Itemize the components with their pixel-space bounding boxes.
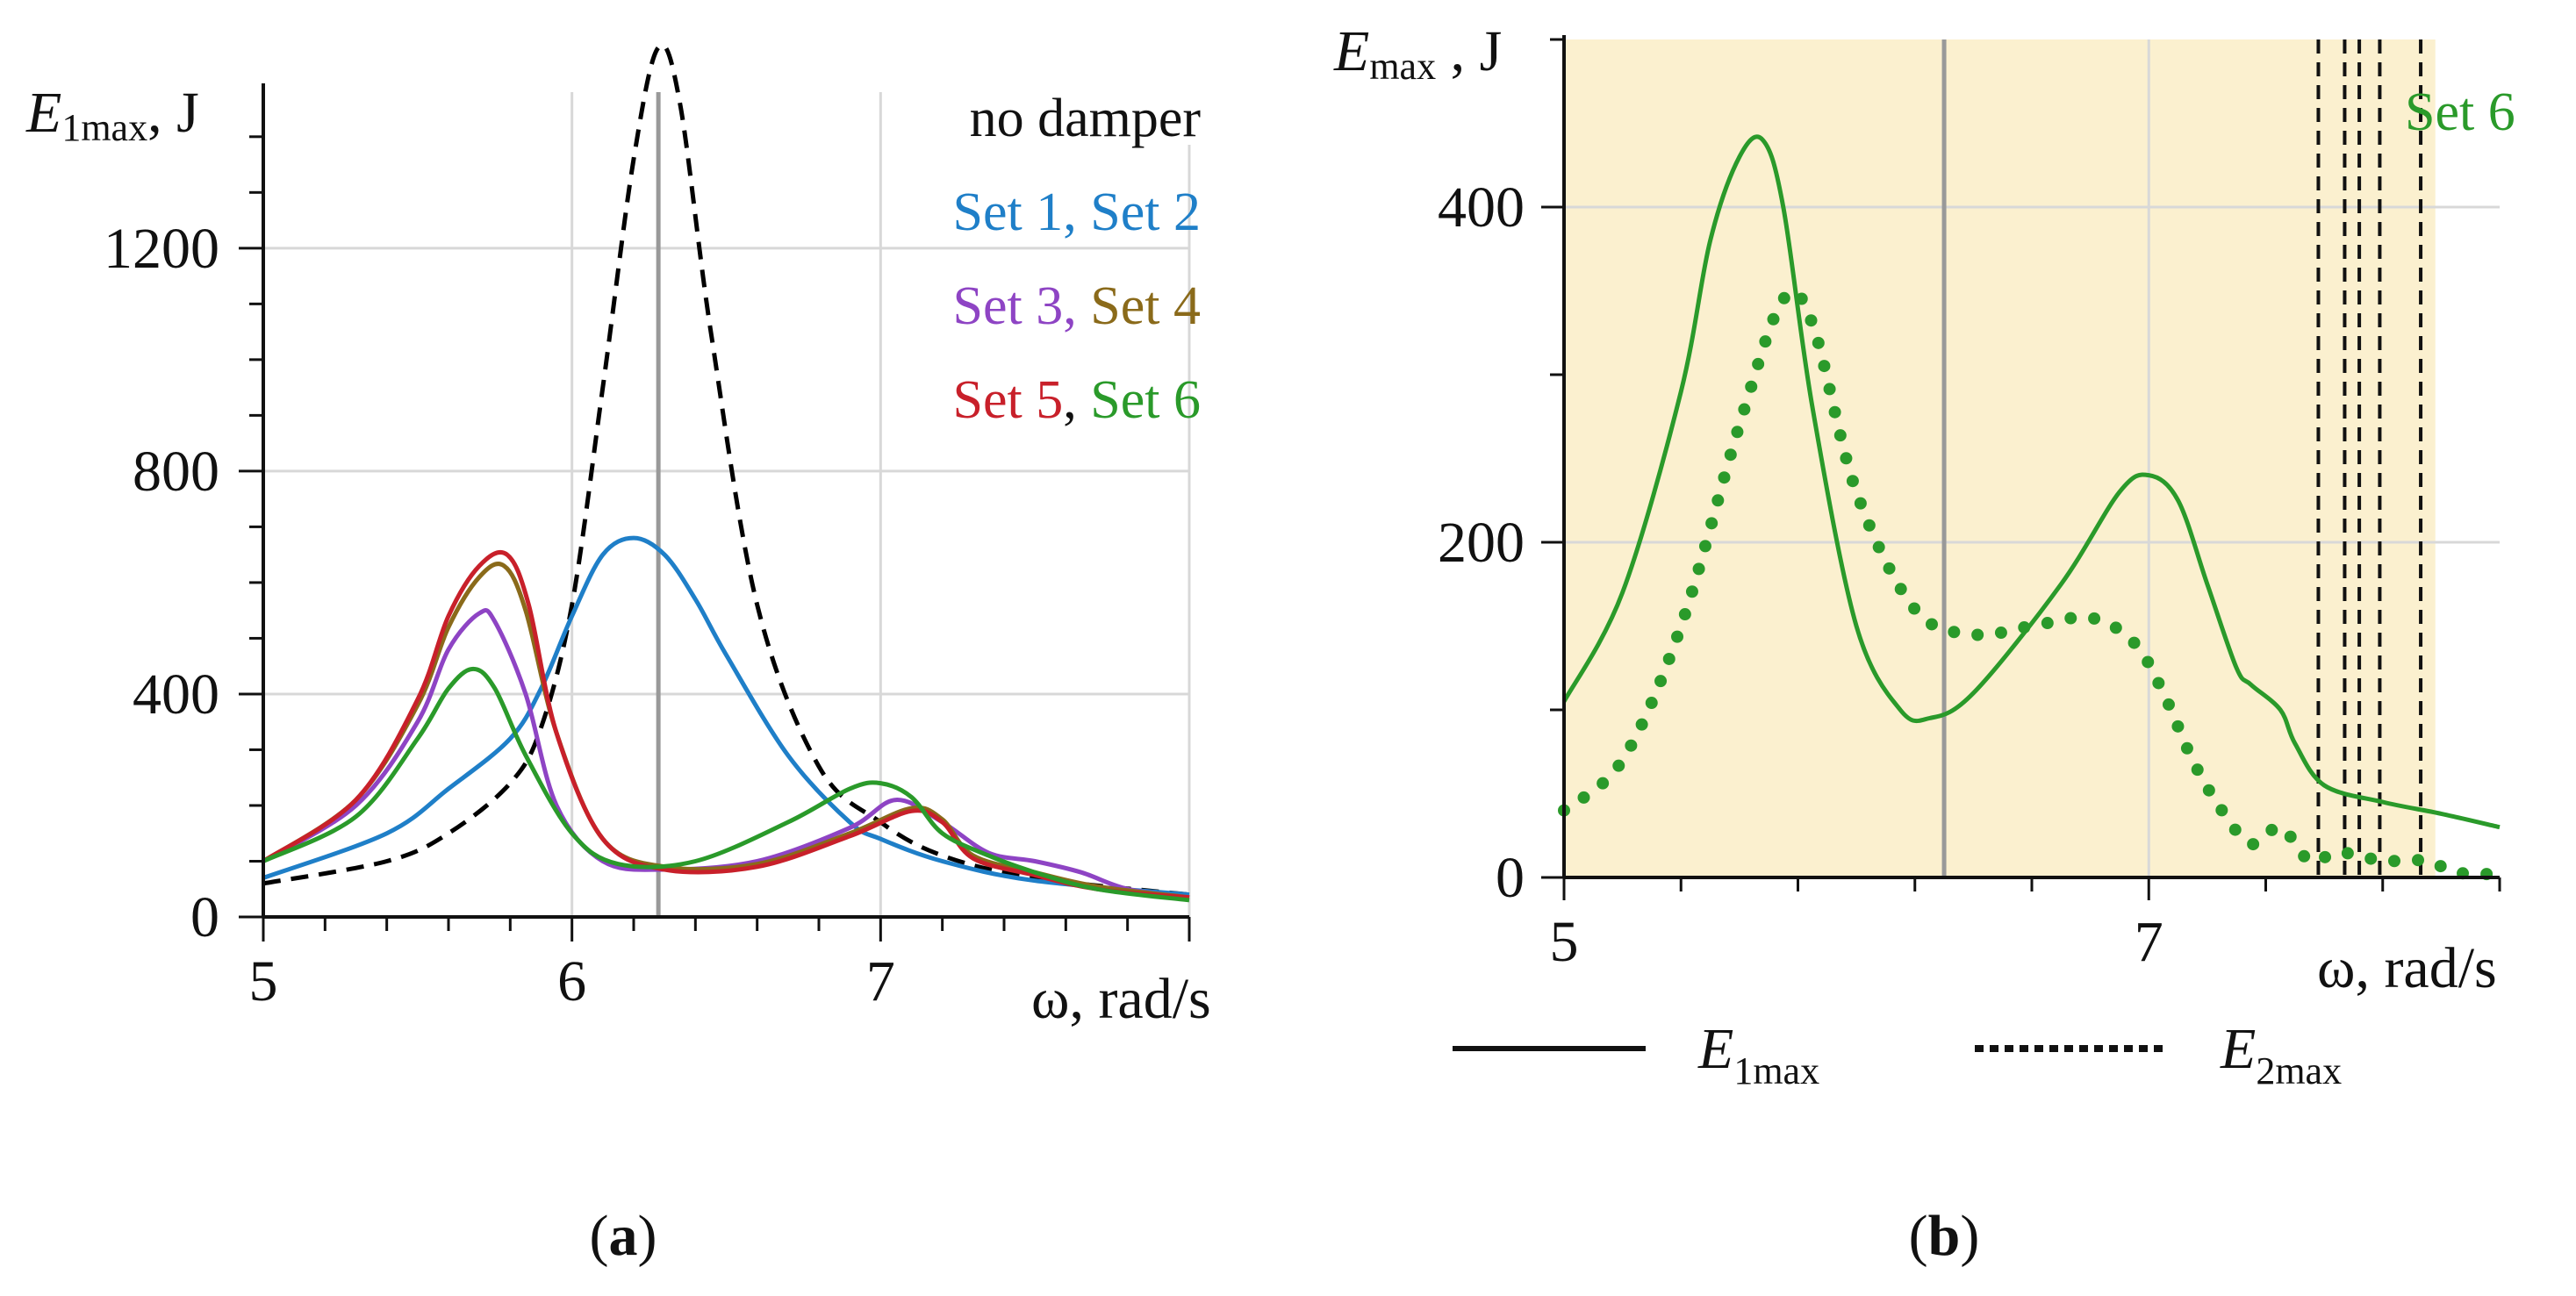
- chart-a-legend-entry: no damper: [970, 89, 1202, 148]
- chart-b-y-axis-label: Emax , J: [1333, 19, 1502, 88]
- chart-a-axes: [262, 83, 1189, 919]
- series-line-set-5: [262, 549, 1190, 900]
- chart-a-grid: [263, 92, 1191, 917]
- chart-b-y-tick-label: 400: [1438, 175, 1525, 240]
- chart-b-legend: E1max E2max: [1453, 1017, 2342, 1092]
- chart-a-ticks: 5 6 7 0 400 800 1200: [104, 135, 1191, 1013]
- chart-a-legend-entry: Set 3, Set 4: [953, 276, 1201, 336]
- chart-b-legend-label: E2max: [2220, 1017, 2342, 1092]
- chart-b-x-tick-label: 7: [2135, 910, 2163, 974]
- chart-b-series: [1558, 134, 2506, 881]
- chart-a-x-tick-label: 6: [557, 949, 586, 1013]
- caption-b: (b): [1909, 1204, 1980, 1268]
- chart-a-legend-entry: Set 1, Set 2: [953, 183, 1201, 242]
- chart-b-x-tick-label: 5: [1550, 910, 1579, 974]
- chart-a-x-tick-label: 5: [249, 949, 278, 1013]
- series-line-e1max: [1561, 134, 2501, 830]
- chart-a-y-tick-label: 400: [133, 662, 219, 727]
- chart-b-y-tick-label: 0: [1496, 846, 1525, 910]
- chart-b-ticks: 5 7 0 200 400: [1438, 38, 2501, 974]
- chart-b-annotation-set6: Set 6: [2405, 82, 2515, 142]
- caption-a: (a): [590, 1204, 657, 1268]
- chart-b-dashed-verticals: [2316, 39, 2423, 877]
- chart-a-y-tick-label: 0: [190, 885, 219, 949]
- series-line-e2max: [1558, 285, 2506, 881]
- chart-a-x-axis-label: ω, rad/s: [1031, 967, 1211, 1031]
- chart-b-legend-entry: E2max: [1975, 1017, 2342, 1092]
- chart-b-x-axis-label: ω, rad/s: [2317, 936, 2497, 1000]
- chart-panel-a: 5 6 7 0 400 800 1200 E1max, J ω, rad/s no damp…: [25, 43, 1211, 1268]
- chart-b-y-tick-label: 200: [1438, 511, 1525, 575]
- chart-a-y-axis-label: E1max, J: [25, 81, 199, 149]
- chart-a-y-tick-label: 800: [133, 440, 219, 504]
- chart-a-legend: no damper Set 1, Set 2 Set 3, Set 4 Set 5, …: [953, 89, 1202, 430]
- chart-b-legend-entry: E1max: [1453, 1017, 1819, 1092]
- chart-b-legend-label: E1max: [1697, 1017, 1819, 1092]
- series-line-set-1: [262, 535, 1190, 898]
- chart-a-y-tick-label: 1200: [104, 217, 219, 281]
- chart-a-legend-entry: Set 5, Set 6: [953, 370, 1201, 430]
- chart-b-shaded-region: [1564, 39, 2436, 877]
- chart-a-x-tick-label: 7: [866, 949, 895, 1013]
- series-line-set-6: [262, 666, 1190, 903]
- series-line-set-3: [262, 608, 1190, 900]
- chart-a-series: [262, 43, 1190, 903]
